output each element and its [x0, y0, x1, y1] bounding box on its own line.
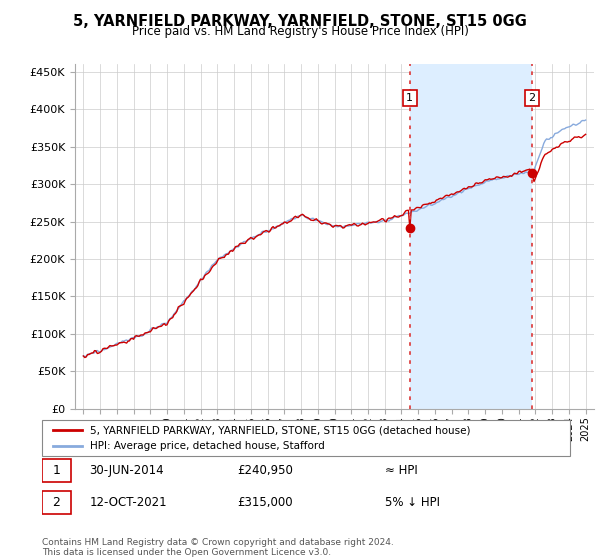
Text: 2: 2 — [53, 496, 61, 509]
Text: £315,000: £315,000 — [238, 496, 293, 509]
Bar — [410, 64, 532, 409]
Text: 5, YARNFIELD PARKWAY, YARNFIELD, STONE, ST15 0GG (detached house): 5, YARNFIELD PARKWAY, YARNFIELD, STONE, … — [89, 425, 470, 435]
Text: HPI: Average price, detached house, Stafford: HPI: Average price, detached house, Staf… — [89, 441, 324, 451]
Text: 30-JUN-2014: 30-JUN-2014 — [89, 464, 164, 477]
Text: Contains HM Land Registry data © Crown copyright and database right 2024.
This d: Contains HM Land Registry data © Crown c… — [42, 538, 394, 557]
Text: 12-OCT-2021: 12-OCT-2021 — [89, 496, 167, 509]
Text: 5, YARNFIELD PARKWAY, YARNFIELD, STONE, ST15 0GG: 5, YARNFIELD PARKWAY, YARNFIELD, STONE, … — [73, 14, 527, 29]
Text: ≈ HPI: ≈ HPI — [385, 464, 418, 477]
Text: 5% ↓ HPI: 5% ↓ HPI — [385, 496, 440, 509]
Text: £240,950: £240,950 — [238, 464, 293, 477]
Text: Price paid vs. HM Land Registry's House Price Index (HPI): Price paid vs. HM Land Registry's House … — [131, 25, 469, 38]
FancyBboxPatch shape — [42, 459, 71, 482]
FancyBboxPatch shape — [42, 491, 71, 514]
Text: 2: 2 — [528, 93, 535, 103]
FancyBboxPatch shape — [42, 420, 570, 456]
Text: 1: 1 — [406, 93, 413, 103]
Text: 1: 1 — [53, 464, 61, 477]
